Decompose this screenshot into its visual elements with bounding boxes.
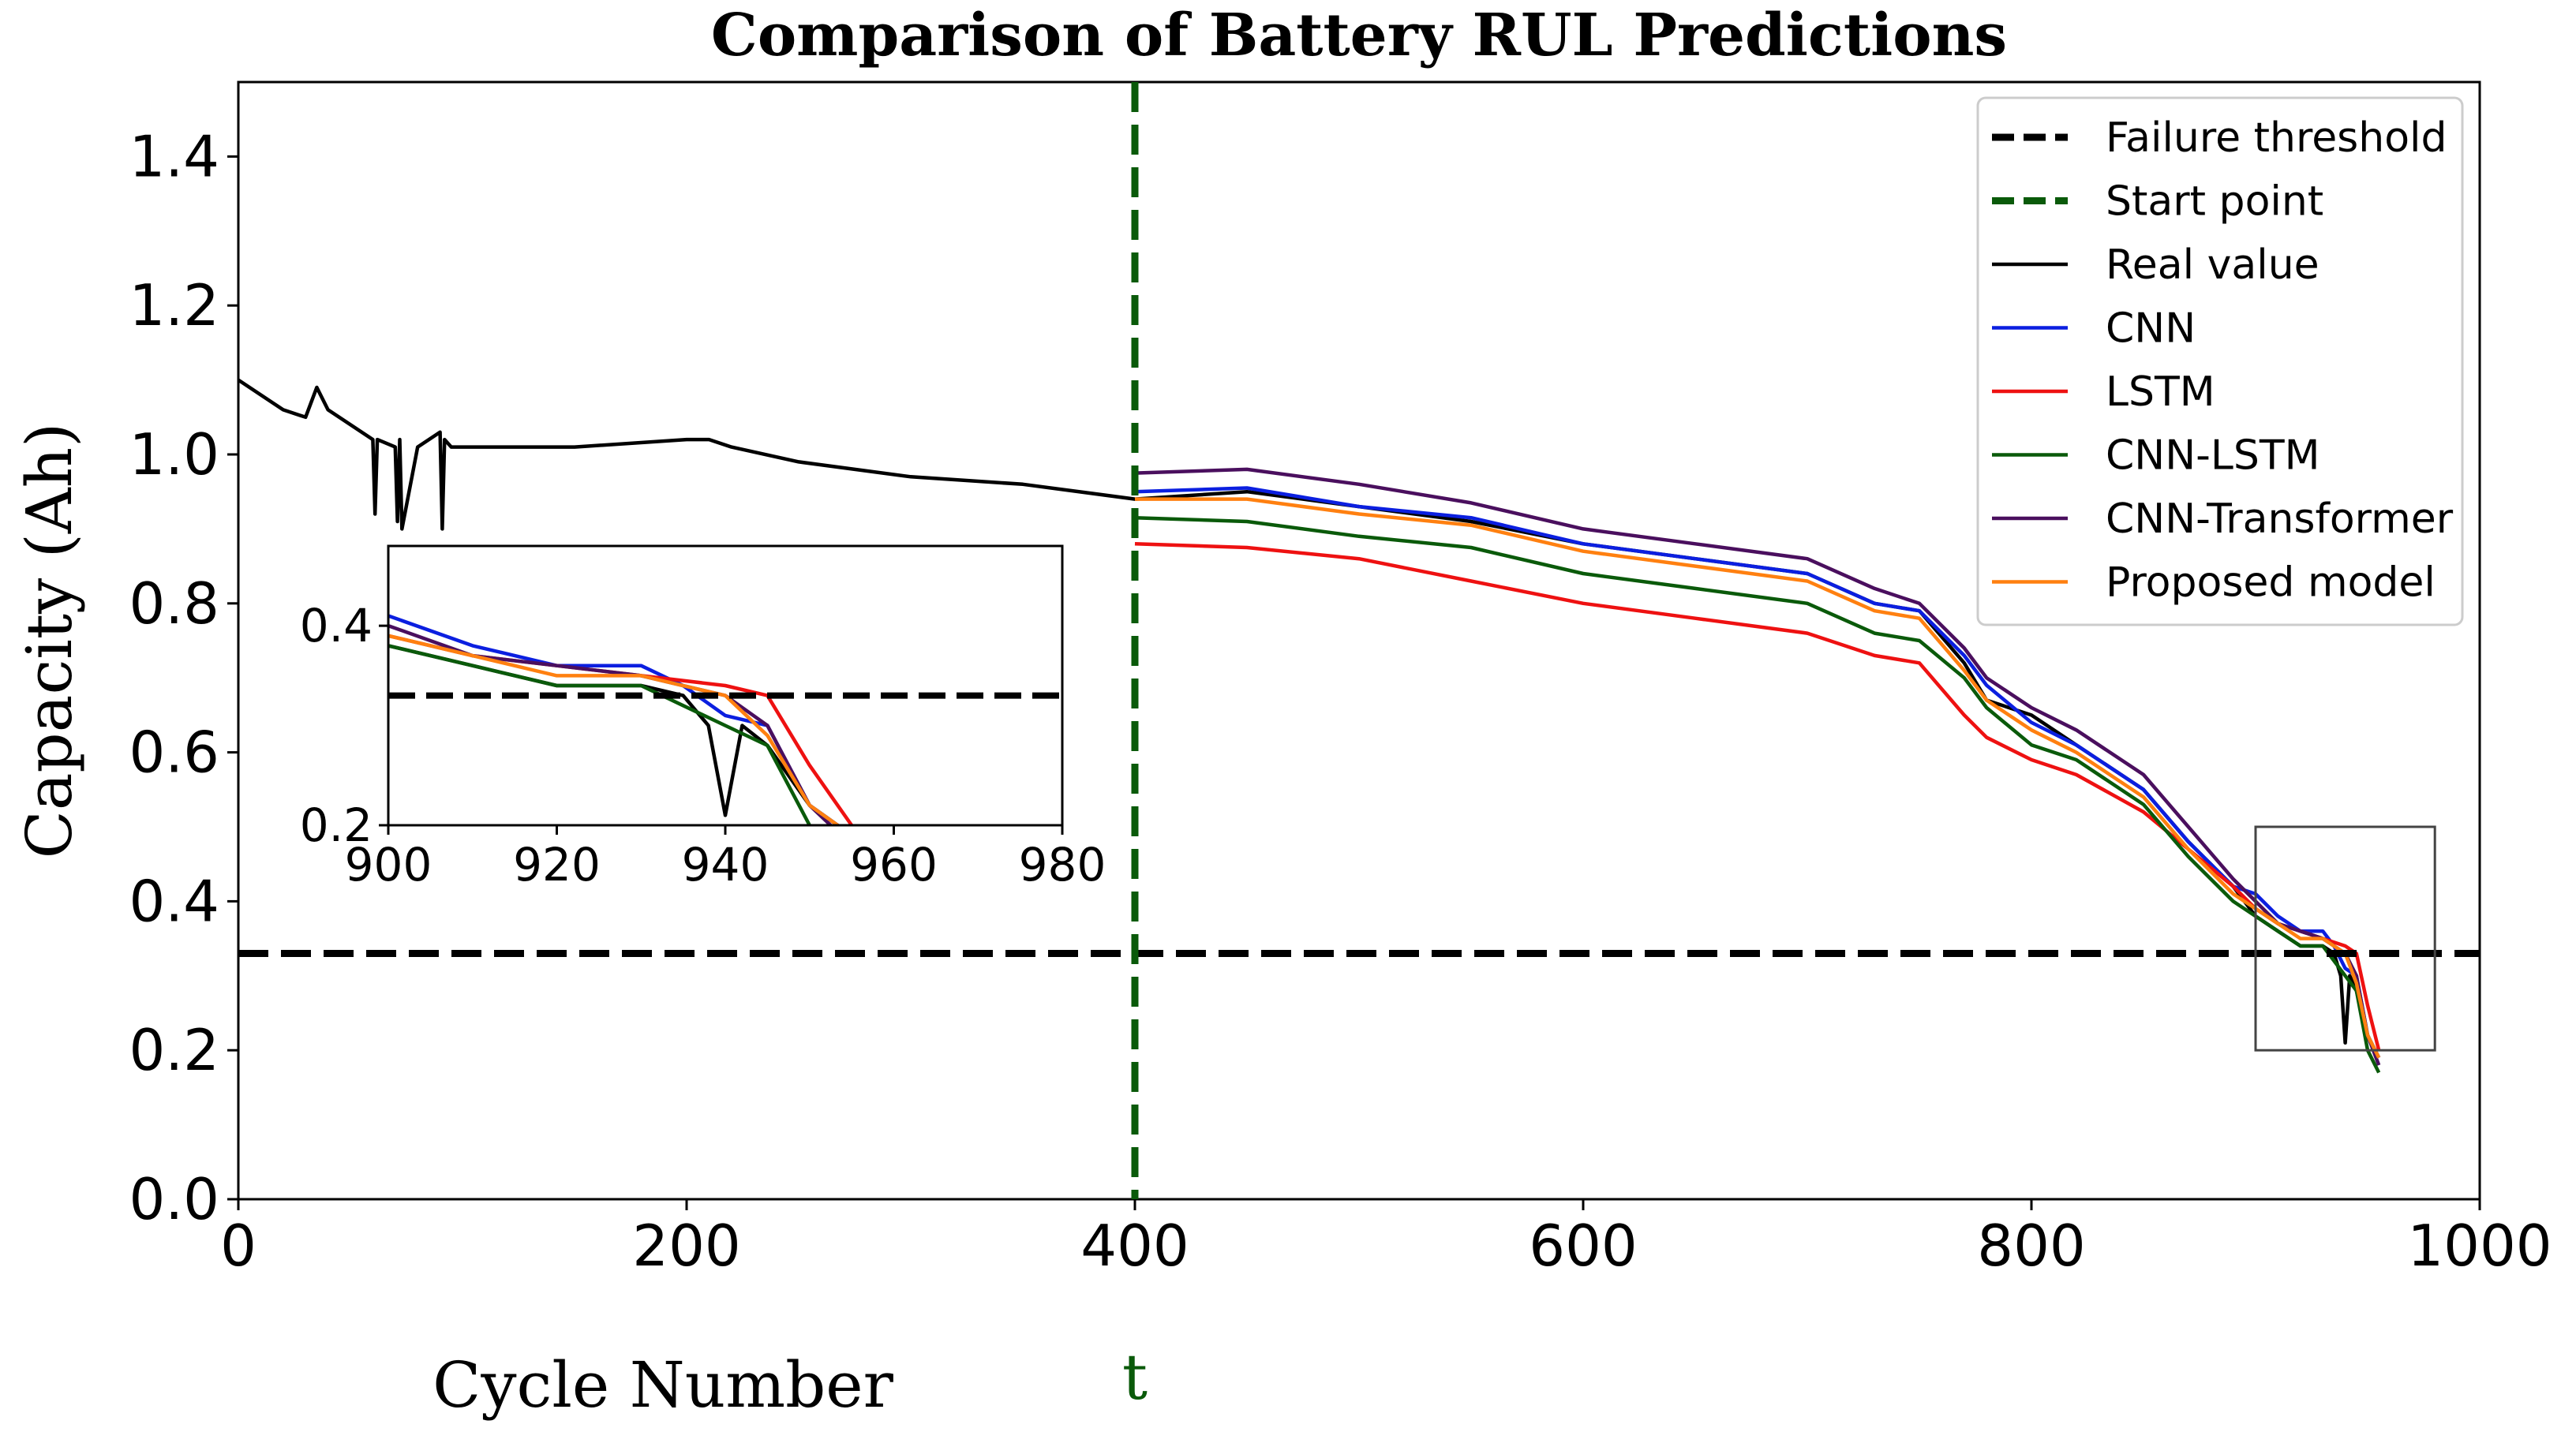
x-tick-label: 600 [1529, 1213, 1637, 1279]
inset-x-axis-ticks: 900 920 940 960 980 [345, 825, 1106, 892]
chart-title: Comparison of Battery RUL Predictions [711, 2, 2007, 69]
x-axis-ticks: 0 200 400 600 800 1000 [220, 1199, 2552, 1279]
plot-area [237, 80, 2481, 1201]
y-axis-ticks: 0.0 0.2 0.4 0.6 0.8 1.0 1.2 1.4 [129, 123, 238, 1232]
start-point-marker-label: t [1122, 1340, 1148, 1414]
x-tick-label: 0 [220, 1213, 256, 1279]
x-tick-label: 1000 [2407, 1213, 2552, 1279]
x-axis-label: Cycle Number [432, 1348, 894, 1422]
y-tick-label: 1.4 [129, 123, 219, 189]
main-series-group [238, 378, 2381, 1074]
x-tick-label: 400 [1080, 1213, 1189, 1279]
legend-label-cnn-lstm: CNN-LSTM [2106, 432, 2320, 480]
y-tick-label: 0.2 [129, 1017, 219, 1083]
inset-x-tick-label: 960 [850, 838, 938, 892]
zoom-region-box [2254, 825, 2436, 1052]
inset-series-line-cnn-lstm [388, 644, 813, 825]
y-tick-label: 0.4 [129, 868, 219, 934]
inset-x-tick-label: 920 [513, 838, 601, 892]
inset-series-group [388, 614, 1062, 825]
inset-y-axis-ticks: 0.2 0.4 [300, 599, 388, 852]
series-line-proposed-model [1135, 497, 2381, 1059]
y-tick-label: 1.0 [129, 421, 219, 488]
legend-frame [1976, 96, 2464, 626]
y-tick-label: 0.0 [129, 1166, 219, 1232]
x-tick-label: 800 [1977, 1213, 2085, 1279]
inset-x-tick-label: 900 [345, 838, 432, 892]
y-tick-label: 0.6 [129, 720, 219, 786]
x-tick-label: 200 [632, 1213, 740, 1279]
legend-label-real-value: Real value [2106, 241, 2320, 289]
series-line-cnn-lstm [1134, 515, 2381, 1074]
legend: Failure threshold Start point Real value CN… [1976, 96, 2464, 626]
inset-series-line-proposed-model [388, 634, 841, 825]
inset-y-tick-label: 0.4 [300, 599, 373, 652]
legend-label-proposed-model: Proposed model [2106, 559, 2436, 607]
inset-y-tick-label: 0.2 [300, 798, 373, 852]
legend-label-lstm: LSTM [2106, 368, 2215, 416]
y-tick-label: 0.8 [129, 570, 219, 637]
inset-x-tick-label: 980 [1019, 838, 1106, 892]
inset-x-tick-label: 940 [682, 838, 769, 892]
legend-label-cnn-transformer: CNN-Transformer [2106, 495, 2454, 543]
legend-label-failure-threshold: Failure threshold [2106, 114, 2447, 162]
legend-label-cnn: CNN [2106, 305, 2196, 353]
y-tick-label: 1.2 [129, 272, 219, 338]
legend-label-start-point: Start point [2106, 178, 2323, 226]
y-axis-label: Capacity (Ah) [13, 423, 86, 859]
